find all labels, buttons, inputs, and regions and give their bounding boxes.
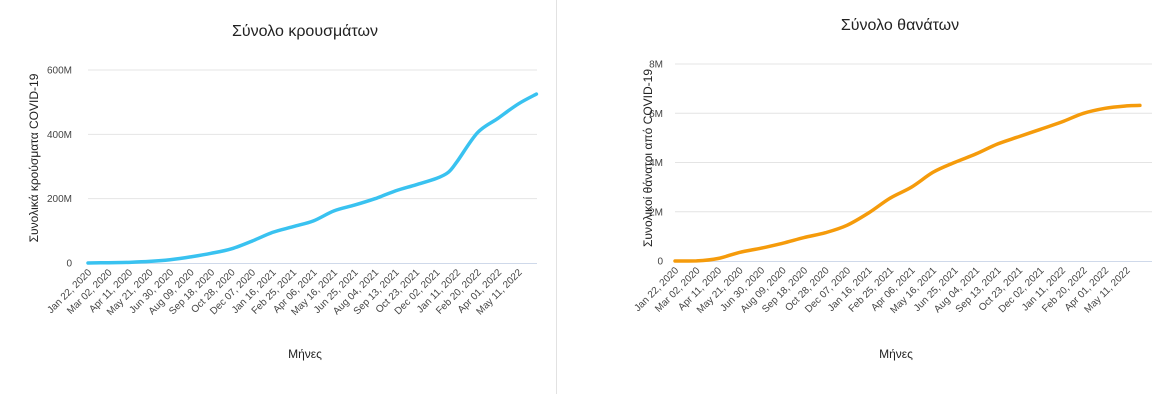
y-tick-label: 600M <box>47 66 72 77</box>
y-tick-label: 400M <box>47 130 72 141</box>
chart-title: Σύνολο θανάτων <box>841 17 959 34</box>
x-axis-label: Μήνες <box>288 347 322 361</box>
cases-series-line <box>86 92 539 265</box>
y-tick-label: 6M <box>649 109 663 120</box>
chart-title: Σύνολο κρουσμάτων <box>232 23 378 40</box>
y-axis-label: Συνολικοί θάνατοι από COVID-19 <box>641 69 655 247</box>
y-axis-label: Συνολικά κρούσματα COVID-19 <box>27 73 41 242</box>
cases-chart-panel: 0 200M 400M 600M Jan 22, 2020 Mar 02, 2020 Ap… <box>0 0 557 394</box>
y-tick-label: 4M <box>649 158 663 169</box>
y-tick-label: 2M <box>649 207 663 218</box>
y-tick-label: 200M <box>47 194 72 205</box>
deaths-chart-panel: 0 2M 4M 6M 8M Jan 22, 2020 Mar 02, 2020 Apr 11… <box>557 0 1168 394</box>
y-tick-label: 0 <box>66 259 72 270</box>
y-tick-label: 8M <box>649 60 663 71</box>
deaths-series-line <box>673 103 1142 263</box>
x-axis-label: Μήνες <box>879 347 913 361</box>
y-tick-label: 0 <box>657 257 663 268</box>
